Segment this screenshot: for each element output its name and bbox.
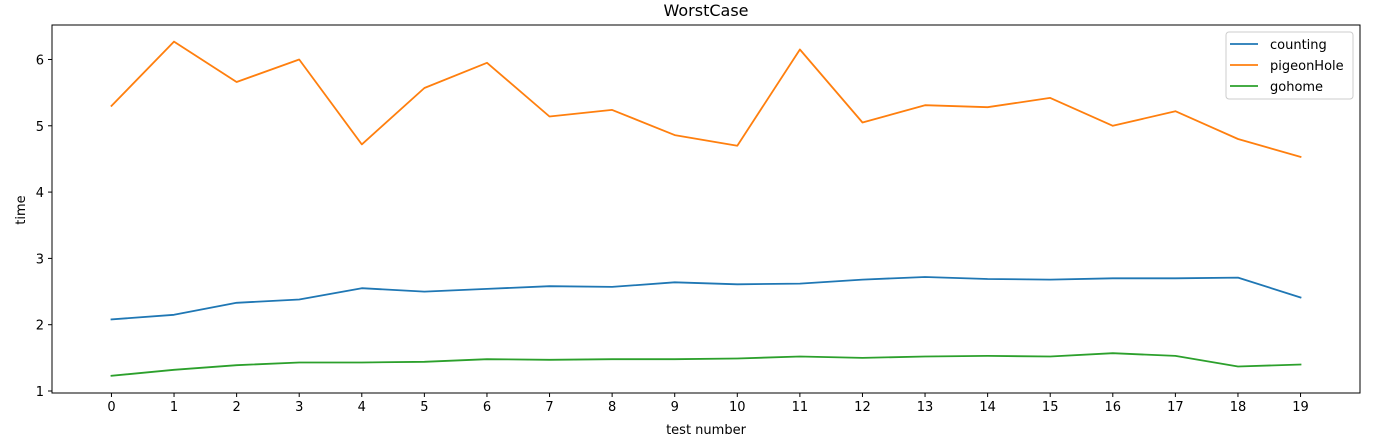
y-tick-label: 5	[36, 120, 44, 135]
x-tick-label: 5	[420, 400, 428, 415]
series-line-gohome	[110, 352, 1302, 377]
x-tick-label: 14	[979, 400, 996, 415]
legend-box	[1225, 31, 1354, 100]
x-tick-label: 13	[917, 400, 934, 415]
x-tick-label: 19	[1292, 400, 1309, 415]
x-tick-label: 2	[232, 400, 240, 415]
x-tick-label: 10	[729, 400, 746, 415]
x-tick-label: 9	[671, 400, 679, 415]
legend-label-pigeonHole: pigeonHole	[1270, 59, 1344, 74]
series-line-counting	[110, 276, 1302, 321]
x-tick-label: 15	[1042, 400, 1059, 415]
legend: counting pigeonHole gohome	[1225, 31, 1354, 100]
series-line-pigeonHole	[110, 40, 1302, 159]
y-tick-label: 4	[36, 186, 44, 201]
x-tick-label: 8	[608, 400, 616, 415]
x-tick-label: 3	[295, 400, 303, 415]
x-tick-label: 0	[107, 400, 115, 415]
x-tick-label: 4	[358, 400, 366, 415]
y-axis-label: time	[14, 195, 29, 224]
chart-title: WorstCase	[663, 1, 748, 20]
x-tick-label: 17	[1167, 400, 1184, 415]
y-tick-label: 2	[36, 319, 44, 334]
axes-frame	[51, 24, 1361, 394]
x-tick-label: 18	[1230, 400, 1247, 415]
x-tick-label: 1	[170, 400, 178, 415]
y-tick-label: 1	[36, 385, 44, 400]
x-axis-label: test number	[666, 423, 746, 438]
x-tick-label: 6	[483, 400, 491, 415]
y-tick-label: 6	[36, 53, 44, 68]
x-tick-label: 11	[792, 400, 809, 415]
x-tick-label: 12	[854, 400, 871, 415]
legend-label-counting: counting	[1270, 38, 1327, 53]
legend-label-gohome: gohome	[1270, 80, 1323, 95]
x-tick-label: 7	[545, 400, 553, 415]
x-tick-label: 16	[1105, 400, 1122, 415]
y-tick-label: 3	[36, 252, 44, 267]
